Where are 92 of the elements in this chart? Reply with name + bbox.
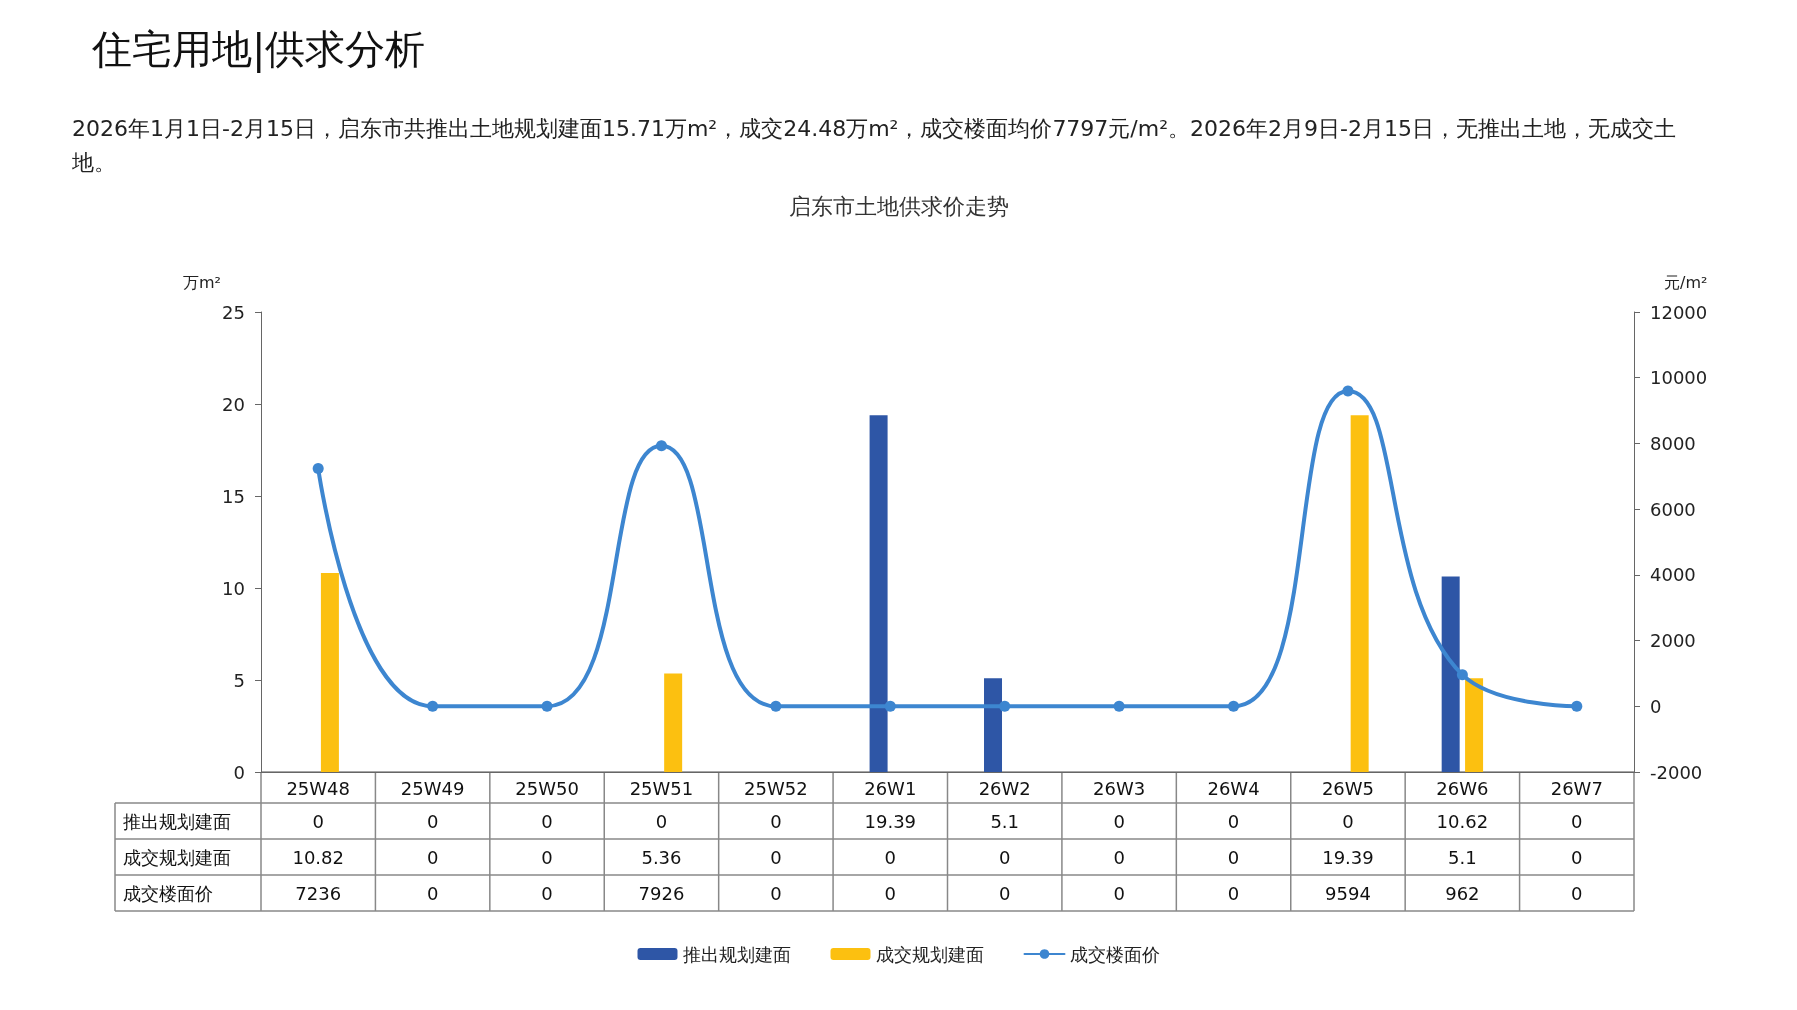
chart-title: 启东市土地供求价走势 xyxy=(788,193,1009,219)
bar xyxy=(869,415,888,772)
data-label: 0 xyxy=(1113,846,1125,868)
point xyxy=(1456,669,1468,681)
bar xyxy=(1465,678,1484,772)
point xyxy=(999,700,1011,712)
data-label: 0 xyxy=(1113,810,1125,832)
data-label: 7236 xyxy=(295,882,342,904)
data-label: 0 xyxy=(884,882,897,904)
data-label: 0 xyxy=(541,846,553,868)
x-tick-label: 25W51 xyxy=(629,777,694,799)
legend-label: 推出规划建面 xyxy=(682,943,791,965)
bar xyxy=(664,673,683,772)
point xyxy=(884,700,896,712)
data-label: 0 xyxy=(541,810,553,832)
y2-tick-label: 0 xyxy=(1650,695,1662,717)
text: 推出规划建面 xyxy=(123,810,231,832)
y2-tick-label: 2000 xyxy=(1650,630,1696,652)
data-label: 0 xyxy=(770,846,782,868)
legend-label: 成交楼面价 xyxy=(1069,943,1160,965)
data-label: 0 xyxy=(426,882,439,904)
x-tick-label: 26W6 xyxy=(1436,777,1489,799)
y-axis-title: 万m² xyxy=(183,272,221,292)
data-label: 0 xyxy=(770,882,782,904)
y2-axis-title: 元/m² xyxy=(1664,272,1708,292)
x-tick-label: 25W50 xyxy=(515,777,579,799)
data-label: 0 xyxy=(655,810,668,832)
bar xyxy=(1441,576,1460,772)
data-label: 5.36 xyxy=(641,846,682,868)
y2-tick-label: 10000 xyxy=(1650,367,1708,389)
point xyxy=(1113,700,1125,712)
data-label: 10.82 xyxy=(292,846,344,868)
data-label: 0 xyxy=(1227,882,1240,904)
data-label: 0 xyxy=(1571,846,1583,868)
point xyxy=(1342,385,1354,397)
data-label: 0 xyxy=(1571,810,1583,832)
legend-label: 成交规划建面 xyxy=(875,943,984,965)
y-tick-label: 25 xyxy=(222,301,245,323)
x-tick-label: 26W7 xyxy=(1550,777,1603,799)
text: 成交楼面价 xyxy=(123,882,213,904)
data-label: 0 xyxy=(998,882,1011,904)
data-label: 0 xyxy=(1571,882,1583,904)
x-tick-label: 26W5 xyxy=(1321,777,1375,799)
data-label: 10.62 xyxy=(1436,810,1489,832)
y2-tick-label: 8000 xyxy=(1650,432,1696,454)
data-label: 0 xyxy=(312,810,324,832)
data-label: 0 xyxy=(1342,810,1354,832)
text: 2026年1月1日-2月15日，启东市共推出土地规划建面15.71万m²，成交24.48万m²，成交楼面均价7797元/m²。2026年2月9日-2月15日，无推出土地，无成交土地。 xyxy=(72,115,1677,177)
x-tick-label: 26W2 xyxy=(978,777,1031,799)
y2-tick-label: 4000 xyxy=(1650,564,1696,586)
data-label: 19.39 xyxy=(1322,846,1374,868)
data-label: 0 xyxy=(770,810,782,832)
point xyxy=(655,440,667,452)
text: 成交规划建面 xyxy=(123,846,231,868)
y-tick-label: 15 xyxy=(222,485,245,507)
point xyxy=(541,700,553,712)
y2-tick-label: 12000 xyxy=(1650,301,1708,323)
point xyxy=(1228,700,1240,712)
point xyxy=(770,700,782,712)
data-label: 0 xyxy=(998,846,1011,868)
x-tick-label: 25W52 xyxy=(744,777,808,799)
point xyxy=(427,700,439,712)
x-tick-label: 26W1 xyxy=(864,777,917,799)
data-label: 5.1 xyxy=(990,810,1020,832)
data-label: 0 xyxy=(541,882,553,904)
data-label: 5.1 xyxy=(1448,846,1477,868)
data-label: 7926 xyxy=(638,882,685,904)
data-label: 0 xyxy=(1227,810,1240,832)
bar xyxy=(320,572,339,772)
bar xyxy=(984,678,1003,772)
text: 住宅用地|供求分析 xyxy=(92,25,426,75)
y-tick-label: 5 xyxy=(233,669,245,691)
x-tick-label: 26W4 xyxy=(1207,777,1260,799)
data-label: 0 xyxy=(1227,846,1240,868)
data-label: 19.39 xyxy=(864,810,917,832)
y-tick-label: 0 xyxy=(233,761,245,783)
data-label: 0 xyxy=(426,846,439,868)
data-label: 9594 xyxy=(1325,882,1371,904)
data-label: 0 xyxy=(884,846,897,868)
point xyxy=(1571,700,1583,712)
data-label: 962 xyxy=(1445,882,1480,904)
y-tick-label: 10 xyxy=(222,577,245,599)
data-label: 0 xyxy=(1113,882,1125,904)
y-tick-label: 20 xyxy=(222,393,245,415)
point xyxy=(312,463,324,475)
x-tick-label: 26W3 xyxy=(1093,777,1146,799)
y2-tick-label: -2000 xyxy=(1650,761,1703,783)
x-tick-label: 25W49 xyxy=(400,777,465,799)
data-label: 0 xyxy=(426,810,439,832)
x-tick-label: 25W48 xyxy=(286,777,351,799)
y2-tick-label: 6000 xyxy=(1650,498,1696,520)
bar xyxy=(1350,415,1369,772)
